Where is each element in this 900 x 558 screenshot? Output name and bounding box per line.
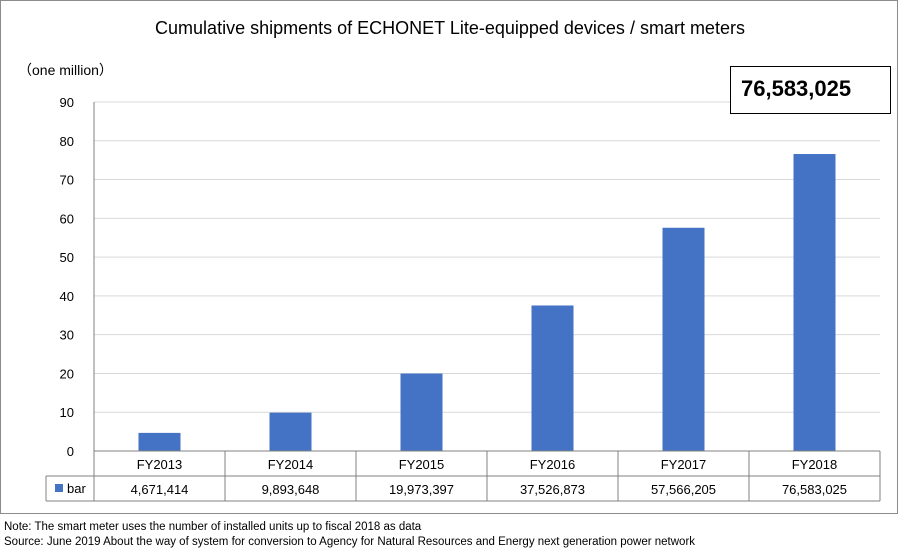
total-callout: 76,583,025 [730,66,891,114]
x-tick-label: FY2016 [530,457,576,472]
chart-title: Cumulative shipments of ECHONET Lite-equ… [155,18,745,38]
x-tick-label: FY2013 [137,457,183,472]
x-tick-label: FY2017 [661,457,707,472]
table-value-label: 76,583,025 [782,482,847,497]
y-tick-label: 40 [60,289,74,304]
x-tick-label: FY2015 [399,457,445,472]
y-tick-label: 50 [60,250,74,265]
y-tick-label: 30 [60,328,74,343]
bar [400,373,443,451]
table-value-label: 37,526,873 [520,482,585,497]
bar [138,432,181,451]
footnotes: Note: The smart meter uses the number of… [4,520,695,550]
table-value-label: 9,893,648 [262,482,320,497]
y-tick-label: 80 [60,134,74,149]
table-value-label: 57,566,205 [651,482,716,497]
y-tick-label: 70 [60,173,74,188]
bar [662,227,705,451]
y-tick-label: 10 [60,405,74,420]
bar-chart: 0 10 20 30 40 50 60 70 80 90 FY2013 4,671,414 FY2014… [45,95,881,502]
y-tick-label: 0 [67,444,74,459]
bar [531,305,574,451]
x-tick-label: FY2014 [268,457,314,472]
y-axis-unit-label: （one million） [18,62,113,78]
legend-swatch [55,484,63,492]
source-text: Source: June 2019 About the way of syste… [4,536,696,548]
bar [793,154,836,451]
table-value-label: 4,671,414 [131,482,189,497]
x-tick-label: FY2018 [792,457,838,472]
table-value-label: 19,973,397 [389,482,454,497]
y-tick-label: 20 [60,366,74,381]
note-text: Note: The smart meter uses the number of… [4,521,422,533]
y-tick-label: 60 [60,211,74,226]
bar [269,412,312,451]
y-tick-label: 90 [60,95,74,110]
legend-label: bar [67,481,86,496]
